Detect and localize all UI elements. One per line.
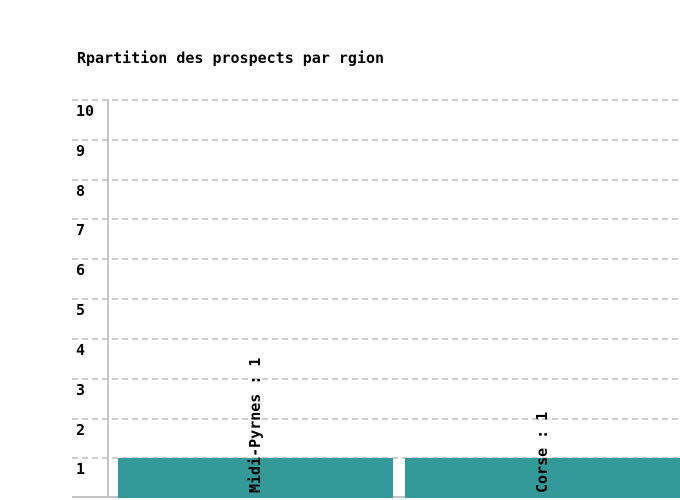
- gridline: [72, 298, 680, 301]
- y-tick-label: 9: [76, 141, 86, 160]
- y-tick-label: 4: [76, 340, 86, 359]
- y-tick-label: 3: [76, 380, 86, 399]
- y-tick-label: 2: [76, 420, 86, 439]
- gridline: [72, 99, 680, 101]
- y-tick-label: 8: [76, 181, 86, 200]
- bar-midi-pyrnes: [118, 458, 393, 499]
- bar-value-label: Corse : 1: [533, 411, 551, 493]
- y-tick-label: 10: [76, 102, 95, 120]
- bar-value-label: Midi-Pyrnes : 1: [246, 357, 264, 493]
- gridline: [72, 138, 680, 141]
- gridline: [72, 178, 680, 181]
- y-tick-label: 5: [76, 301, 86, 320]
- bar-corse: [405, 458, 680, 499]
- gridline: [72, 377, 680, 380]
- y-tick-label: 1: [76, 460, 86, 479]
- gridline: [72, 258, 680, 261]
- gridline: [72, 337, 680, 340]
- y-axis-line: [107, 99, 109, 498]
- y-tick-label: 7: [76, 221, 86, 240]
- gridline: [72, 417, 680, 420]
- gridline: [72, 218, 680, 221]
- y-tick-label: 6: [76, 261, 86, 280]
- chart-title: Rpartition des prospects par rgion: [77, 49, 385, 67]
